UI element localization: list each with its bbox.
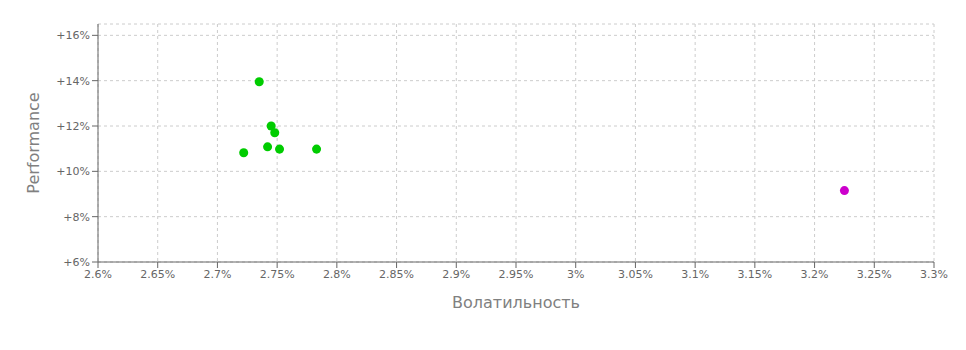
svg-text:2.85%: 2.85% <box>379 268 414 281</box>
svg-text:2.65%: 2.65% <box>140 268 175 281</box>
svg-text:3%: 3% <box>567 268 584 281</box>
svg-text:2.9%: 2.9% <box>442 268 470 281</box>
svg-text:3.1%: 3.1% <box>681 268 709 281</box>
svg-text:3.15%: 3.15% <box>737 268 772 281</box>
svg-text:3.2%: 3.2% <box>801 268 829 281</box>
svg-text:2.75%: 2.75% <box>260 268 295 281</box>
svg-text:3.25%: 3.25% <box>857 268 892 281</box>
svg-text:2.7%: 2.7% <box>203 268 231 281</box>
svg-text:+8%: +8% <box>63 211 90 224</box>
svg-text:+10%: +10% <box>56 165 90 178</box>
svg-text:Performance: Performance <box>24 92 43 193</box>
svg-text:2.95%: 2.95% <box>499 268 534 281</box>
svg-text:3.3%: 3.3% <box>920 268 948 281</box>
svg-text:+12%: +12% <box>56 120 90 133</box>
svg-text:+6%: +6% <box>63 256 90 269</box>
svg-text:3.05%: 3.05% <box>618 268 653 281</box>
svg-text:+16%: +16% <box>56 29 90 42</box>
svg-text:Волатильность: Волатильность <box>452 293 580 312</box>
svg-text:2.8%: 2.8% <box>323 268 351 281</box>
svg-text:2.6%: 2.6% <box>84 268 112 281</box>
svg-text:+14%: +14% <box>56 75 90 88</box>
